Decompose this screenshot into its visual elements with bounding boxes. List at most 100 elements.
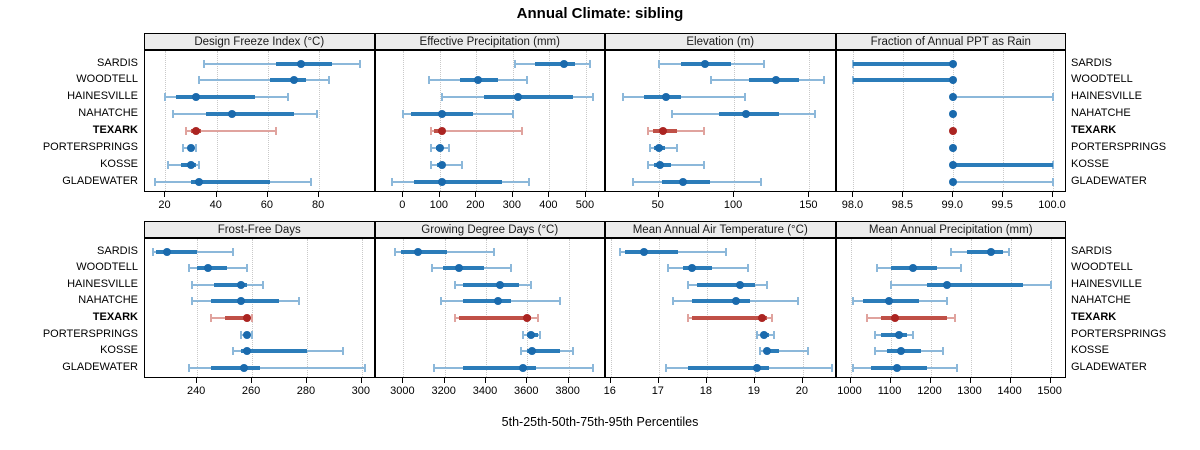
whisker-cap	[187, 364, 190, 372]
median-dot	[701, 59, 710, 68]
whisker-cap	[760, 178, 763, 186]
whisker-row-KOSSE	[145, 51, 374, 191]
median-dot	[519, 364, 528, 372]
axis-tick-label: 3000	[390, 385, 415, 397]
axis-tick	[1049, 378, 1051, 383]
whisker-range-25-75	[527, 332, 538, 337]
whisker-range-5-95	[666, 367, 832, 369]
whisker-cap	[763, 59, 766, 68]
whisker-cap	[592, 364, 595, 372]
axis-tick	[969, 378, 971, 383]
axis-tick-label: 200	[466, 199, 485, 211]
median-dot	[527, 330, 536, 339]
strip-label-fraction-annual-ppt-rain: Fraction of Annual PPT as Rain	[870, 35, 1031, 48]
whisker-range-25-75	[463, 366, 536, 370]
whisker-row-GLADEWATER	[145, 51, 374, 191]
whisker-cap	[621, 93, 624, 102]
site-label-left-sardis: SARDIS	[97, 56, 138, 69]
whisker-row-HAINESVILLE	[606, 51, 835, 191]
whisker-range-25-75	[886, 349, 921, 354]
panel-mean-annual-air-temperature	[605, 238, 836, 378]
whisker-row-GLADEWATER	[145, 239, 374, 377]
median-dot	[413, 247, 422, 256]
whisker-row-PORTERSPRINGS	[606, 239, 835, 377]
whisker-range-25-75	[654, 163, 671, 168]
axis-tick-label: 80	[312, 199, 325, 211]
whisker-cap	[509, 264, 512, 273]
axis-tick	[808, 192, 810, 197]
site-label-left-nahatche: NAHATCHE	[78, 107, 138, 120]
whisker-row-KOSSE	[837, 51, 1066, 191]
whisker-range-25-75	[410, 112, 473, 117]
strip-growing-degree-days: Growing Degree Days (°C)	[374, 221, 605, 238]
gridline	[850, 239, 852, 377]
whisker-range-5-95	[173, 113, 317, 116]
whisker-range-5-95	[687, 317, 772, 320]
panel-design-freeze-index	[144, 50, 375, 192]
gridline	[527, 239, 529, 377]
gridline	[216, 51, 218, 191]
axis-tick-label: 99.5	[991, 199, 1013, 211]
gridline	[1003, 51, 1005, 191]
whisker-range-5-95	[191, 300, 299, 303]
whisker-range-5-95	[521, 350, 573, 353]
axis-tick	[733, 192, 735, 197]
median-dot	[678, 178, 687, 186]
whisker-cap	[195, 144, 198, 153]
axis-tick-label: 1400	[997, 385, 1022, 397]
axis-tick-label: 20	[795, 385, 808, 397]
whisker-cap	[875, 264, 878, 273]
strip-design-freeze-index: Design Freeze Index (°C)	[144, 33, 375, 50]
gridline	[568, 239, 570, 377]
site-label-right-nahatche: NAHATCHE	[1071, 107, 1131, 120]
gridline	[476, 51, 478, 191]
median-dot	[228, 110, 237, 119]
axis-tick-label: 1100	[877, 385, 902, 397]
whisker-range-5-95	[153, 250, 233, 253]
whisker-row-KOSSE	[376, 51, 605, 191]
whisker-range-25-75	[275, 61, 332, 66]
site-label-right-gladewater: GLADEWATER	[1071, 175, 1147, 187]
axis-tick-label: 100	[723, 199, 743, 211]
median-dot	[496, 280, 505, 289]
whisker-range-5-95	[523, 333, 540, 336]
axis-tick	[1052, 192, 1054, 197]
gridline	[361, 239, 363, 377]
axis-tick	[584, 192, 586, 197]
strip-label-growing-degree-days: Growing Degree Days (°C)	[421, 223, 559, 236]
whisker-cap	[439, 297, 442, 306]
whisker-cap	[528, 178, 531, 186]
axis-tick-label: 40	[209, 199, 222, 211]
axis-tick-label: 150	[799, 199, 818, 211]
whisker-row-NAHATCHE	[837, 51, 1066, 191]
strip-fraction-annual-ppt-rain: Fraction of Annual PPT as Rain	[835, 33, 1066, 50]
whisker-cap	[648, 144, 651, 153]
median-dot	[736, 280, 745, 289]
whisker-range-25-75	[926, 282, 1023, 287]
median-dot	[760, 330, 769, 339]
whisker-cap	[873, 330, 876, 339]
whisker-range-5-95	[455, 283, 532, 286]
panel-mean-annual-precipitation	[835, 238, 1066, 378]
median-dot	[762, 347, 771, 356]
whisker-cap	[460, 161, 463, 170]
axis-tick	[609, 378, 611, 383]
gridline	[252, 239, 254, 377]
axis-tick-label: 99.0	[941, 199, 963, 211]
whisker-row-WOODTELL	[837, 239, 1066, 377]
whisker-row-NAHATCHE	[606, 51, 835, 191]
median-dot	[239, 364, 248, 372]
whisker-range-5-95	[711, 79, 825, 82]
axis-tick-label: 400	[539, 199, 558, 211]
whisker-range-5-95	[241, 333, 252, 336]
whisker-cap	[571, 347, 574, 356]
median-dot	[986, 247, 995, 256]
gridline	[165, 51, 167, 191]
whisker-range-25-75	[762, 332, 770, 337]
whisker-range-5-95	[232, 350, 343, 353]
whisker-cap	[197, 161, 200, 170]
whisker-range-25-75	[459, 316, 532, 321]
site-label-left-texark: TEXARK	[92, 311, 138, 324]
site-label-left-woodtell: WOODTELL	[76, 73, 138, 86]
gridline	[319, 51, 321, 191]
